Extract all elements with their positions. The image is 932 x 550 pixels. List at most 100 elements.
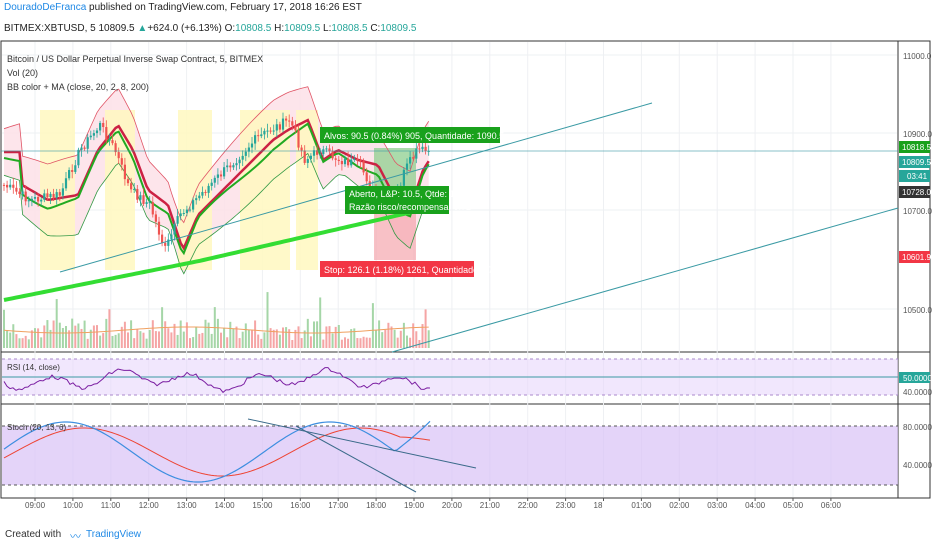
volume-bar xyxy=(427,330,430,348)
candle-body xyxy=(257,135,260,137)
candle-body xyxy=(266,130,269,132)
candle-body xyxy=(71,170,74,172)
candle-body xyxy=(343,158,347,165)
close-value: 10809.5 xyxy=(380,23,417,34)
volume-bar xyxy=(216,318,219,348)
candle-body xyxy=(111,140,114,144)
volume-bar xyxy=(92,325,95,348)
candle-body xyxy=(108,140,111,142)
candle-body xyxy=(219,174,223,177)
volume-bar xyxy=(294,329,297,348)
candle-body xyxy=(337,159,340,162)
candle-body xyxy=(154,214,157,222)
volume-bar xyxy=(365,337,368,348)
candle-body xyxy=(415,148,418,159)
tradingview-brand[interactable]: TradingView xyxy=(86,529,142,540)
volume-bar xyxy=(167,328,170,348)
volume-bar xyxy=(406,335,408,348)
candle-body xyxy=(325,148,328,150)
candle-body xyxy=(316,150,319,155)
volume-bar xyxy=(272,329,275,348)
candle-body xyxy=(185,209,188,214)
volume-bar xyxy=(192,337,195,348)
volume-bar xyxy=(356,338,359,348)
candle-body xyxy=(142,195,145,204)
candle-body xyxy=(83,147,86,149)
stoch-band xyxy=(2,426,898,485)
candle-body xyxy=(86,137,89,149)
created-with-text: Created with xyxy=(5,529,62,540)
time-tick: 03:00 xyxy=(707,501,728,510)
countdown-label: 03:41 xyxy=(907,172,928,181)
rsi-value-box xyxy=(899,372,930,383)
price-label-10809: 10809.5 xyxy=(902,158,931,167)
candle-body xyxy=(297,130,300,148)
time-tick: 10:00 xyxy=(63,501,84,510)
volume-bar xyxy=(142,332,145,348)
price-label-10818-box xyxy=(899,141,930,153)
candle-body xyxy=(365,172,368,182)
low-label: L: xyxy=(323,23,332,34)
candle-body xyxy=(133,188,136,190)
candle-body xyxy=(359,160,362,162)
volume-bar xyxy=(362,336,365,348)
candle-body xyxy=(216,174,219,178)
stoch-title: Stoch (20, 13, 6) xyxy=(7,423,66,432)
candle-body xyxy=(412,157,415,159)
stoch-trendline-1[interactable] xyxy=(247,418,477,469)
volume-bar xyxy=(220,332,222,348)
candle-body xyxy=(74,165,77,172)
time-tick: 04:00 xyxy=(745,501,766,510)
price-tick-10900: 10900.0 xyxy=(903,130,932,139)
entry-label-2: Razão risco/recompensa: 0.72 xyxy=(349,202,471,212)
chart-canvas[interactable]: Bitcoin / US Dollar Perpetual Inverse Sw… xyxy=(0,0,932,520)
candle-body xyxy=(229,165,232,168)
volume-bar xyxy=(322,339,325,348)
volume-bar xyxy=(148,329,151,348)
author-link[interactable]: DouradoDeFranca xyxy=(4,2,87,13)
time-tick: 19:00 xyxy=(404,501,425,510)
volume-bar xyxy=(136,329,139,348)
target-label: Alvos: 90.5 (0.84%) 905, Quantidade: 109… xyxy=(324,131,504,141)
candle-body xyxy=(418,148,421,150)
ma-green-line xyxy=(3,122,430,256)
volume-bar xyxy=(182,331,185,348)
trendline-lower[interactable] xyxy=(391,207,899,353)
volume-bar xyxy=(55,299,58,348)
close-label: C: xyxy=(370,23,381,34)
volume-bar xyxy=(300,338,303,348)
volume-bar xyxy=(334,326,337,348)
high-label: H: xyxy=(274,23,285,34)
volume-bar xyxy=(123,321,126,348)
stoch-trendline-2[interactable] xyxy=(295,425,417,493)
time-tick: 17:00 xyxy=(328,501,349,510)
volume-bar xyxy=(232,328,235,348)
volume-bar xyxy=(282,327,284,348)
candle-body xyxy=(195,198,198,201)
candle-body xyxy=(409,157,412,164)
volume-bar xyxy=(387,322,390,348)
candle-body xyxy=(238,159,241,164)
volume-bar xyxy=(319,297,322,348)
candle-body xyxy=(68,170,71,179)
candle-body xyxy=(260,134,263,137)
published-text: published on TradingView.com, February 1… xyxy=(89,2,362,13)
high-value: 10809.5 xyxy=(284,23,321,34)
candle-body xyxy=(223,167,226,177)
candle-body xyxy=(269,130,272,132)
time-tick: 18 xyxy=(594,501,603,510)
candle-body xyxy=(347,158,350,166)
volume-bar xyxy=(185,322,188,348)
time-tick: 05:00 xyxy=(783,501,804,510)
volume-bar xyxy=(96,325,98,348)
candle-body xyxy=(334,158,337,160)
time-axis: 09:00 10:00 11:00 12:00 13:00 14:00 15:00 16:00… xyxy=(25,498,841,510)
candle-body xyxy=(300,147,303,151)
candle-body xyxy=(247,147,250,152)
volume-bar xyxy=(337,325,340,348)
up-arrow-icon: ▲ xyxy=(137,23,148,34)
stop-label: Stop: 126.1 (1.18%) 1261, Quantidade: 87… xyxy=(324,265,506,275)
candle-body xyxy=(182,213,185,215)
volume-bars xyxy=(3,292,430,348)
time-tick: 22:00 xyxy=(518,501,539,510)
